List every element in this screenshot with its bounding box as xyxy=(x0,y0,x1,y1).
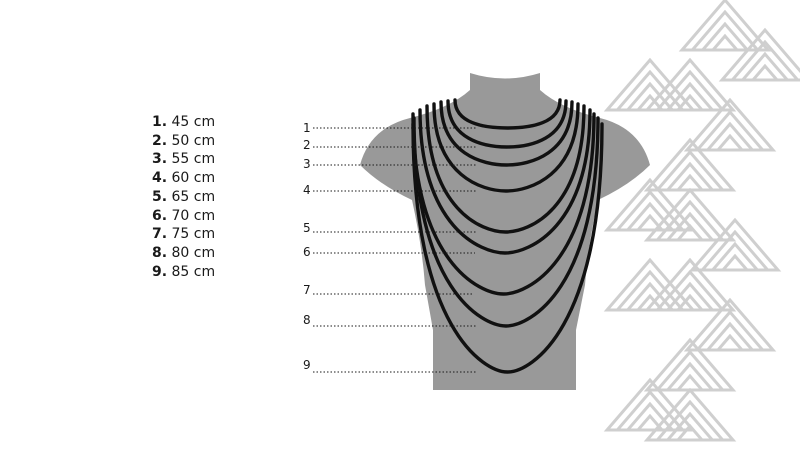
callout-label-8: 8 xyxy=(303,313,311,327)
necklace-chains xyxy=(411,98,604,374)
chain-7 xyxy=(411,112,596,296)
pattern-triangle-9 xyxy=(688,217,782,272)
legend-number: 2. xyxy=(152,132,168,149)
legend-length: 75 cm xyxy=(171,226,216,243)
legend-number: 4. xyxy=(152,170,168,187)
callout-label-7: 7 xyxy=(303,283,311,297)
chain-2 xyxy=(446,99,568,149)
legend-number: 7. xyxy=(152,226,168,243)
callout-label-4: 4 xyxy=(303,183,311,197)
legend-item-4: 4. 60 cm xyxy=(152,169,215,188)
legend-item-1: 1. 45 cm xyxy=(152,113,215,132)
legend-item-6: 6. 70 cm xyxy=(152,207,215,226)
pattern-triangle-8 xyxy=(643,187,737,242)
legend-length: 85 cm xyxy=(171,263,216,280)
legend-item-5: 5. 65 cm xyxy=(152,188,215,207)
legend-length: 50 cm xyxy=(171,132,216,149)
pattern-triangle-5 xyxy=(683,97,777,152)
callout-label-5: 5 xyxy=(303,221,311,235)
legend-item-2: 2. 50 cm xyxy=(152,132,215,151)
chain-8 xyxy=(412,116,600,328)
pattern-triangle-2 xyxy=(718,27,800,82)
legend-item-8: 8. 80 cm xyxy=(152,244,215,263)
chain-3 xyxy=(439,100,574,167)
pattern-triangle-7 xyxy=(603,177,697,232)
legend-item-3: 3. 55 cm xyxy=(152,150,215,169)
legend-length: 70 cm xyxy=(171,207,216,224)
legend-length: 60 cm xyxy=(171,170,216,187)
legend-item-7: 7. 75 cm xyxy=(152,225,215,244)
legend-number: 5. xyxy=(152,188,168,205)
callout-label-2: 2 xyxy=(303,138,311,152)
pattern-triangle-4 xyxy=(643,57,737,112)
legend-number: 8. xyxy=(152,244,168,261)
callout-lines xyxy=(313,127,478,373)
chain-4 xyxy=(432,102,580,193)
legend-number: 9. xyxy=(152,263,168,280)
chain-1 xyxy=(453,98,562,130)
pattern-triangle-12 xyxy=(683,297,777,352)
pattern-triangle-15 xyxy=(643,387,737,442)
legend-number: 3. xyxy=(152,151,168,168)
length-legend: 1. 45 cm 2. 50 cm 3. 55 cm 4. 60 cm 5. 6… xyxy=(152,113,215,281)
zigzag-pattern xyxy=(603,0,800,442)
chain-6 xyxy=(418,108,592,255)
legend-length: 55 cm xyxy=(171,151,216,168)
pattern-triangle-14 xyxy=(603,377,697,432)
legend-number: 6. xyxy=(152,207,168,224)
legend-length: 80 cm xyxy=(171,244,216,261)
legend-length: 65 cm xyxy=(171,188,216,205)
pattern-triangle-11 xyxy=(643,257,737,312)
pattern-triangle-1 xyxy=(678,0,772,52)
callout-labels: 1 2 3 4 5 6 7 8 9 xyxy=(303,121,311,372)
callout-label-3: 3 xyxy=(303,157,311,171)
legend-length: 45 cm xyxy=(171,114,216,130)
callout-label-9: 9 xyxy=(303,358,311,372)
callout-label-6: 6 xyxy=(303,245,311,259)
legend-number: 1. xyxy=(152,114,168,130)
callout-label-1: 1 xyxy=(303,121,311,135)
legend-item-9: 9. 85 cm xyxy=(152,263,215,282)
chain-9 xyxy=(411,122,604,374)
chain-5 xyxy=(425,104,586,234)
